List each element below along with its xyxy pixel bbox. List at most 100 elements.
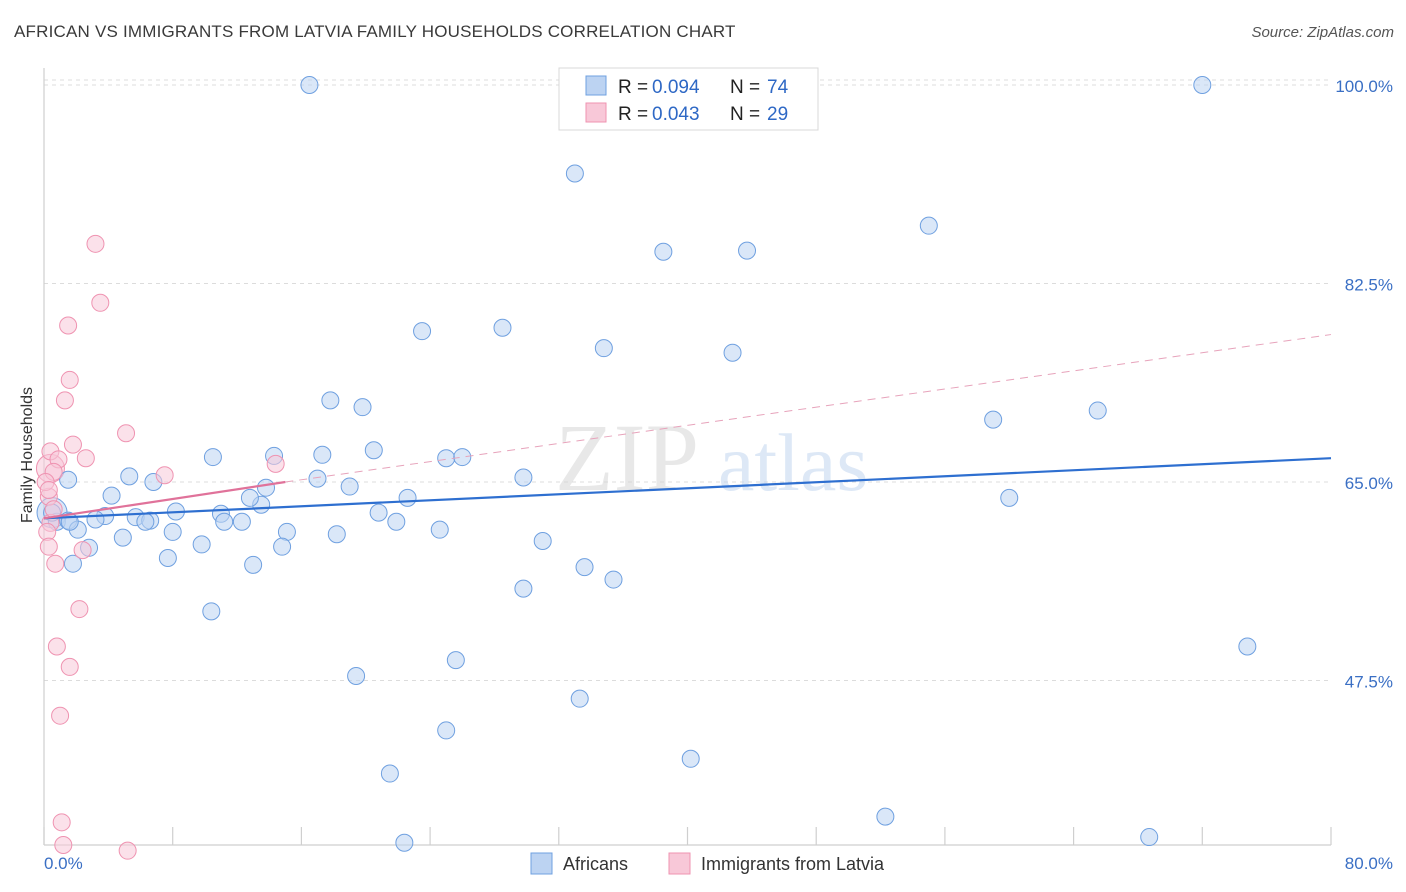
data-point-africans: [413, 322, 432, 341]
data-point-africans: [594, 339, 613, 358]
data-point-africans: [273, 537, 292, 556]
x-tick-label: 0.0%: [44, 854, 83, 873]
data-point-africans: [570, 689, 589, 708]
data-point-africans: [353, 398, 372, 417]
data-point-africans: [369, 503, 388, 522]
data-point-africans: [244, 555, 263, 574]
data-point-africans: [1088, 401, 1107, 420]
data-point-africans: [380, 764, 399, 783]
data-point-africans: [257, 478, 276, 497]
data-point-africans: [575, 558, 594, 577]
legend-r-value-latvia: 0.043: [652, 104, 700, 125]
data-point-africans: [493, 318, 512, 337]
data-point-latvia: [46, 554, 65, 573]
data-point-africans: [387, 512, 406, 531]
data-point-africans: [313, 445, 332, 464]
data-point-latvia: [86, 234, 105, 253]
top-legend: R = 0.094 N = 74 R = 0.043 N = 29: [558, 67, 819, 131]
data-point-africans: [136, 512, 155, 531]
data-point-africans: [300, 76, 319, 95]
bottom-legend-label-africans: Africans: [563, 854, 628, 874]
watermark: ZIP atlas: [555, 404, 868, 511]
legend-swatch-latvia: [585, 102, 607, 123]
source-label: Source: ZipAtlas.com: [1251, 24, 1394, 41]
bottom-legend: Africans Immigrants from Latvia: [530, 852, 885, 875]
legend-n-value-latvia: 29: [767, 104, 788, 125]
legend-n-value-africans: 74: [767, 77, 789, 98]
trend-lines: [43, 334, 1332, 520]
tick-labels: 47.5% 65.0% 82.5% 100.0% 0.0% 80.0%: [44, 77, 1393, 873]
data-point-latvia: [91, 293, 110, 312]
legend-swatch-africans: [585, 75, 607, 96]
legend-n-label-latvia: N =: [730, 104, 760, 125]
data-point-africans: [514, 468, 533, 487]
data-point-latvia: [59, 316, 78, 335]
data-point-africans: [430, 520, 449, 539]
data-point-africans: [192, 535, 211, 554]
data-point-africans: [347, 666, 366, 685]
data-point-africans: [604, 570, 623, 589]
legend-r-label-africans: R =: [618, 77, 648, 98]
data-point-latvia: [60, 657, 79, 676]
data-point-africans: [437, 721, 456, 740]
data-point-africans: [232, 512, 251, 531]
data-point-latvia: [54, 836, 73, 854]
data-point-africans: [654, 242, 673, 261]
data-point-latvia: [39, 537, 58, 556]
data-point-africans: [533, 532, 552, 551]
data-point-latvia: [47, 637, 66, 656]
legend-r-value-africans: 0.094: [652, 77, 700, 98]
bottom-legend-label-latvia: Immigrants from Latvia: [701, 854, 885, 874]
data-point-latvia: [60, 370, 79, 389]
data-point-africans: [120, 467, 139, 486]
data-point-africans: [1238, 637, 1257, 656]
data-point-africans: [59, 470, 78, 489]
data-point-africans: [453, 448, 472, 467]
data-point-africans: [984, 410, 1003, 429]
data-point-latvia: [117, 424, 136, 443]
watermark-atlas: atlas: [718, 417, 868, 508]
data-point-africans: [876, 807, 895, 826]
axes: [43, 68, 1332, 846]
bottom-legend-swatch-africans: [530, 852, 553, 875]
y-tick-label: 82.5%: [1345, 276, 1393, 295]
bottom-legend-swatch-latvia: [668, 852, 691, 875]
legend-r-label-latvia: R =: [618, 104, 648, 125]
data-point-africans: [395, 833, 414, 852]
data-point-africans: [398, 488, 417, 507]
data-point-africans: [63, 554, 82, 573]
data-point-africans: [203, 448, 222, 467]
trend-line-latvia: [43, 480, 286, 520]
data-point-latvia: [76, 449, 95, 468]
data-point-africans: [446, 651, 465, 670]
data-point-africans: [163, 522, 182, 541]
data-point-africans: [340, 477, 359, 496]
data-point-africans: [158, 549, 177, 568]
data-point-africans: [565, 164, 584, 183]
data-point-africans: [113, 528, 132, 547]
grid-lines: [44, 79, 1331, 682]
data-point-africans: [202, 602, 221, 621]
data-point-latvia: [155, 466, 174, 485]
data-point-africans: [321, 391, 340, 410]
data-point-latvia: [118, 841, 137, 860]
data-point-africans: [681, 749, 700, 768]
data-point-latvia: [51, 706, 70, 725]
data-point-latvia: [39, 480, 58, 499]
trend-line-africans: [43, 457, 1332, 520]
data-point-africans: [308, 469, 327, 488]
data-point-latvia: [266, 454, 285, 473]
y-tick-label: 65.0%: [1345, 474, 1393, 493]
data-point-africans: [738, 241, 757, 260]
data-point-latvia: [55, 391, 74, 410]
data-point-latvia: [52, 813, 71, 832]
data-point-africans: [919, 216, 938, 235]
x-tick-label: 80.0%: [1345, 854, 1393, 873]
data-point-latvia: [73, 541, 92, 560]
data-point-africans: [327, 525, 346, 544]
data-point-africans: [364, 441, 383, 460]
data-point-africans: [1193, 76, 1212, 95]
data-point-africans: [240, 488, 259, 507]
data-point-africans: [514, 579, 533, 598]
